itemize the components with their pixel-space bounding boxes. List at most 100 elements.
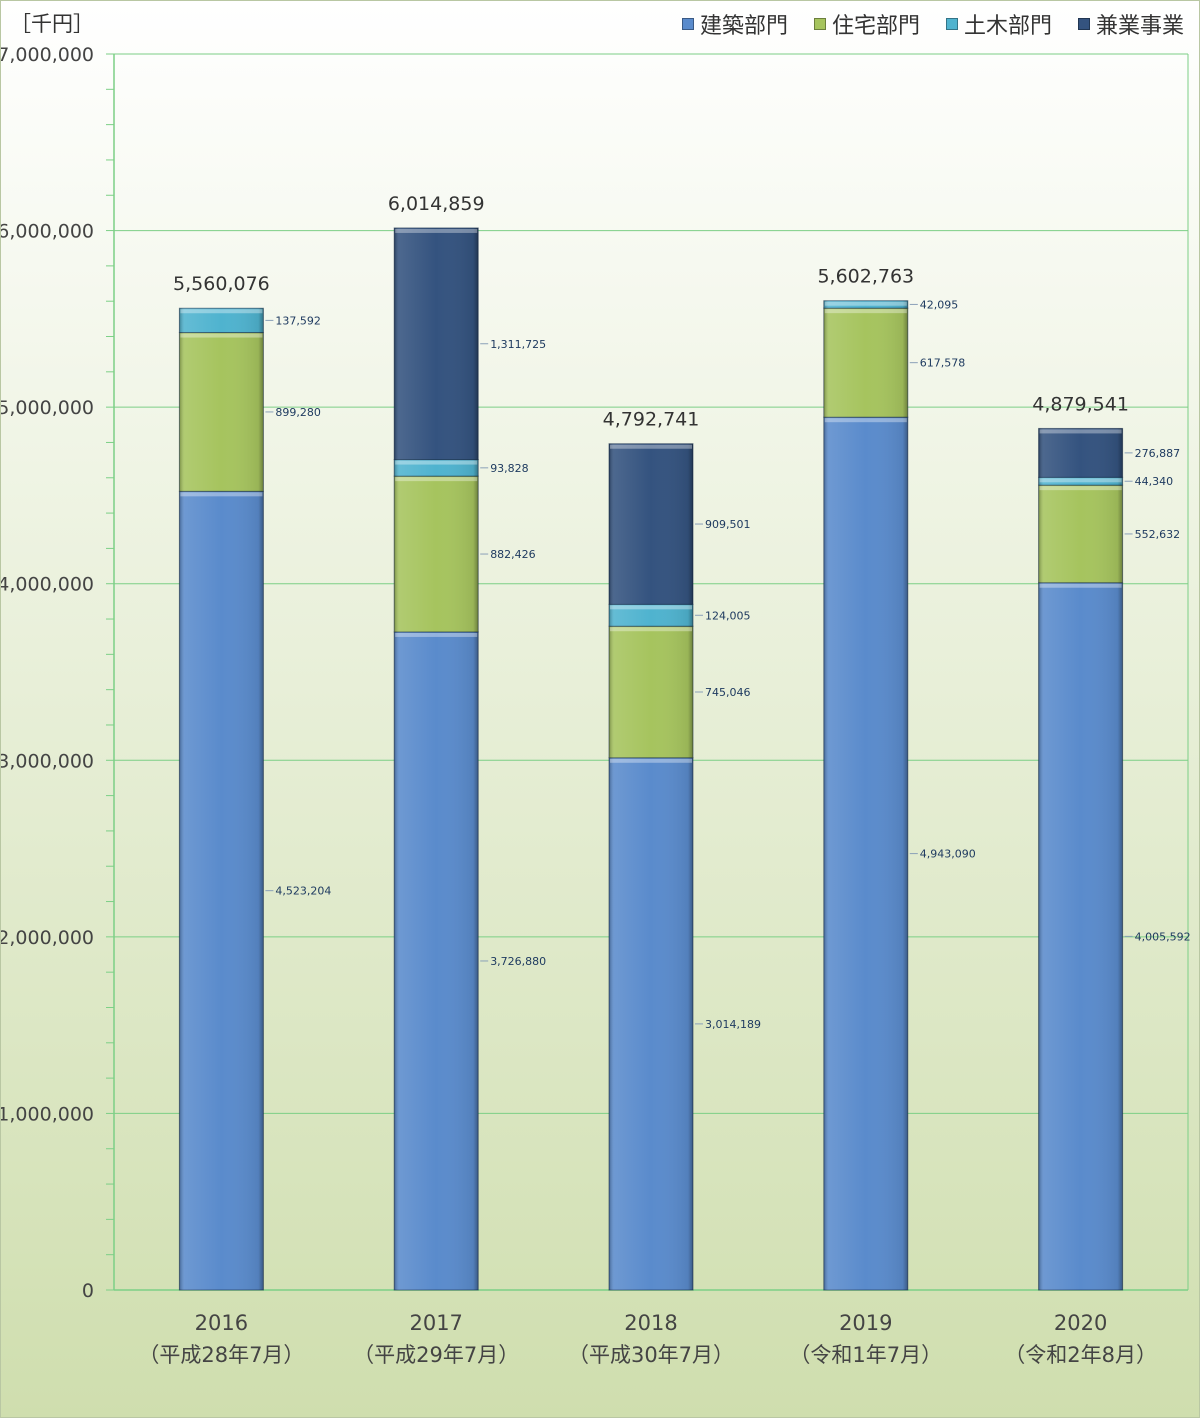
legend-item: 土木部門 xyxy=(945,8,1052,40)
bar-shade xyxy=(394,227,479,460)
bar-shade xyxy=(179,491,264,1290)
bar-shade xyxy=(609,443,693,605)
bar-highlight xyxy=(610,444,692,449)
y-tick-label: 7,000,000 xyxy=(0,44,94,66)
x-tick-sublabel: （令和2年8月） xyxy=(1004,1343,1157,1367)
data-label: 3,726,880 xyxy=(490,955,546,968)
y-tick-label: 5,000,000 xyxy=(0,397,94,419)
data-label: 42,095 xyxy=(920,298,959,311)
bar-segment xyxy=(393,227,479,461)
bar-shade xyxy=(179,308,264,333)
legend-item: 建築部門 xyxy=(681,8,788,40)
bar-highlight xyxy=(824,309,907,314)
bar-segment xyxy=(178,332,264,492)
total-label: 5,560,076 xyxy=(173,273,270,295)
bar-segment xyxy=(608,757,694,1291)
bar-segment xyxy=(393,631,479,1291)
bar-segment xyxy=(608,625,694,759)
total-label: 6,014,859 xyxy=(388,193,485,215)
bar-segment xyxy=(823,307,909,418)
x-tick-label: 2018 xyxy=(624,1311,677,1335)
data-label: 137,592 xyxy=(275,314,321,327)
bar-segment xyxy=(1038,582,1124,1291)
bar-shade xyxy=(394,631,479,1290)
bar-highlight xyxy=(1039,478,1122,483)
legend-label: 住宅部門 xyxy=(831,14,920,39)
legend-item: 住宅部門 xyxy=(813,8,920,40)
data-label: 44,340 xyxy=(1135,475,1174,488)
legend-label: 建築部門 xyxy=(699,14,788,39)
legend: 建築部門 住宅部門 土木部門 兼業事業 xyxy=(681,8,1184,40)
data-label: 93,828 xyxy=(490,462,529,475)
bar-segment xyxy=(393,459,479,477)
x-tick-sublabel: （平成28年7月） xyxy=(138,1343,304,1367)
x-tick-label: 2019 xyxy=(839,1311,892,1335)
bar-segment xyxy=(1038,476,1124,486)
bar-highlight xyxy=(610,605,692,610)
total-label: 4,792,741 xyxy=(603,409,700,431)
y-tick-label: 2,000,000 xyxy=(0,927,94,949)
bar-shade xyxy=(609,604,693,627)
data-label: 745,046 xyxy=(705,686,751,699)
bar-segment xyxy=(823,300,909,309)
data-label: 1,311,725 xyxy=(490,338,546,351)
bar-segment xyxy=(1038,427,1124,478)
x-tick-label: 2017 xyxy=(409,1311,462,1335)
data-label: 4,005,592 xyxy=(1135,930,1191,943)
legend-swatch xyxy=(681,18,694,30)
bar-highlight xyxy=(610,758,692,763)
total-label: 5,602,763 xyxy=(817,266,914,288)
legend-swatch xyxy=(813,18,826,30)
bar-shade xyxy=(394,476,479,632)
y-tick-label: 1,000,000 xyxy=(0,1103,94,1125)
bar-highlight xyxy=(395,632,478,637)
bar-shade xyxy=(823,308,908,418)
bar-shade xyxy=(394,459,479,477)
data-label: 552,632 xyxy=(1135,528,1181,541)
bar-highlight xyxy=(824,418,907,423)
bar-shade xyxy=(609,757,693,1290)
bar-highlight xyxy=(180,492,263,497)
bar-highlight xyxy=(1039,429,1122,434)
bar-highlight xyxy=(824,301,907,306)
bar-highlight xyxy=(180,333,263,338)
y-tick-label: 4,000,000 xyxy=(0,574,94,596)
bar-highlight xyxy=(395,477,478,482)
total-label: 4,879,541 xyxy=(1032,393,1129,415)
legend-label: 兼業事業 xyxy=(1095,14,1184,39)
bar-shade xyxy=(609,626,693,758)
bar-shade xyxy=(823,300,908,309)
x-tick-sublabel: （平成29年7月） xyxy=(353,1343,519,1367)
bar-shade xyxy=(1038,428,1123,478)
y-tick-label: 0 xyxy=(82,1280,94,1302)
bar-shade xyxy=(823,417,908,1290)
data-label: 617,578 xyxy=(920,357,966,370)
data-label: 276,887 xyxy=(1135,447,1181,460)
data-label: 909,501 xyxy=(705,518,751,531)
x-tick-label: 2020 xyxy=(1054,1311,1107,1335)
bar-segment xyxy=(1038,484,1124,584)
bar-highlight xyxy=(395,228,478,233)
legend-label: 土木部門 xyxy=(963,14,1052,39)
y-tick-label: 6,000,000 xyxy=(0,221,94,243)
bar-segment xyxy=(393,475,479,633)
bar-highlight xyxy=(395,460,478,465)
bar-shade xyxy=(1038,485,1123,583)
data-label: 4,943,090 xyxy=(920,848,976,861)
bar-segment xyxy=(608,443,694,605)
bar-highlight xyxy=(1039,583,1122,588)
bar-segment xyxy=(178,307,264,334)
data-label: 899,280 xyxy=(275,406,321,419)
y-tick-label: 3,000,000 xyxy=(0,750,94,772)
bar-segment xyxy=(823,416,909,1291)
data-label: 3,014,189 xyxy=(705,1018,761,1031)
bar-segment xyxy=(178,490,264,1291)
bar-highlight xyxy=(180,309,263,314)
legend-swatch xyxy=(945,18,958,30)
x-tick-sublabel: （平成30年7月） xyxy=(568,1343,734,1367)
bar-highlight xyxy=(610,627,692,632)
legend-item: 兼業事業 xyxy=(1077,8,1184,40)
bar-highlight xyxy=(1039,486,1122,491)
